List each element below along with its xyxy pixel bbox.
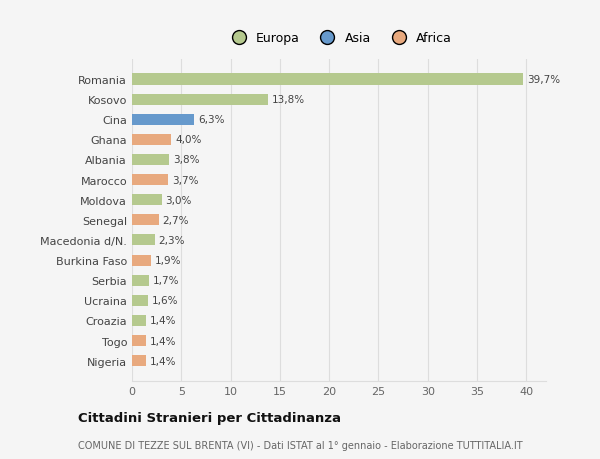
- Bar: [132, 255, 151, 266]
- Text: 2,7%: 2,7%: [163, 215, 189, 225]
- Bar: [132, 215, 158, 226]
- Bar: [132, 355, 146, 366]
- Bar: [132, 195, 161, 206]
- Text: 1,4%: 1,4%: [150, 336, 176, 346]
- Bar: [132, 275, 149, 286]
- Bar: [132, 155, 169, 166]
- Text: 6,3%: 6,3%: [198, 115, 224, 125]
- Text: 1,4%: 1,4%: [150, 316, 176, 326]
- Text: 1,7%: 1,7%: [152, 275, 179, 285]
- Text: 4,0%: 4,0%: [175, 135, 202, 145]
- Text: 2,3%: 2,3%: [158, 235, 185, 246]
- Bar: [132, 95, 268, 106]
- Text: 1,9%: 1,9%: [155, 256, 181, 265]
- Text: 1,4%: 1,4%: [150, 356, 176, 366]
- Bar: [132, 335, 146, 346]
- Text: COMUNE DI TEZZE SUL BRENTA (VI) - Dati ISTAT al 1° gennaio - Elaborazione TUTTIT: COMUNE DI TEZZE SUL BRENTA (VI) - Dati I…: [78, 440, 523, 450]
- Text: Cittadini Stranieri per Cittadinanza: Cittadini Stranieri per Cittadinanza: [78, 412, 341, 425]
- Bar: [132, 235, 155, 246]
- Text: 3,0%: 3,0%: [166, 195, 192, 205]
- Bar: [132, 134, 172, 146]
- Bar: [132, 74, 523, 85]
- Text: 39,7%: 39,7%: [527, 75, 560, 85]
- Text: 1,6%: 1,6%: [152, 296, 178, 306]
- Bar: [132, 295, 148, 306]
- Bar: [132, 315, 146, 326]
- Bar: [132, 174, 169, 186]
- Bar: [132, 114, 194, 125]
- Text: 3,7%: 3,7%: [172, 175, 199, 185]
- Text: 3,8%: 3,8%: [173, 155, 200, 165]
- Text: 13,8%: 13,8%: [272, 95, 305, 105]
- Legend: Europa, Asia, Africa: Europa, Asia, Africa: [221, 28, 457, 50]
